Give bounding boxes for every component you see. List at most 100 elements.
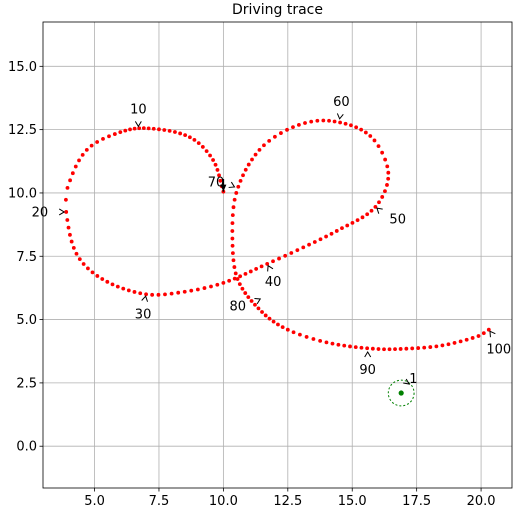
trace-point <box>202 286 207 290</box>
trace-point <box>273 134 277 139</box>
trace-point <box>369 208 374 213</box>
trace-point <box>393 347 397 352</box>
trace-point <box>376 144 381 149</box>
trace-point <box>343 121 348 126</box>
trace-point <box>162 128 167 132</box>
trace-point <box>246 162 251 167</box>
trace-point <box>342 343 347 348</box>
trace-point <box>296 122 301 127</box>
trace-point <box>196 141 201 146</box>
y-tick-label: 2.5 <box>16 376 37 391</box>
trace-point <box>121 286 126 291</box>
trace-point <box>74 251 79 256</box>
trace-point <box>476 334 481 338</box>
trace-point <box>277 256 281 261</box>
trace-point <box>372 138 377 143</box>
trace-point <box>380 195 385 199</box>
trace-point <box>195 287 200 292</box>
trace-point <box>240 286 245 291</box>
trace-point <box>105 279 110 284</box>
trace-point <box>163 292 167 297</box>
trace-point <box>209 284 213 289</box>
trace-point <box>464 337 469 342</box>
trace-point <box>321 118 326 123</box>
trace-point <box>230 229 235 233</box>
trace-point <box>189 288 194 293</box>
trace-point <box>254 267 259 271</box>
trace-point <box>243 167 248 172</box>
annotation-label: 20 <box>32 205 49 220</box>
trace-point <box>327 118 331 123</box>
trace-point <box>383 157 388 162</box>
trace-point <box>173 130 177 134</box>
trace-point <box>332 119 337 124</box>
annotations: 10 20 30 40 50 60 70 80 90 100 1 <box>32 95 511 407</box>
annotation-arrow <box>376 207 383 214</box>
trace-point <box>452 341 457 345</box>
trace-point <box>301 245 306 250</box>
trace-point <box>227 278 232 283</box>
trace-point <box>101 136 105 141</box>
axes: 5.0 7.5 10.0 12.5 15.0 17.5 20.00.02.55.07.510… <box>8 21 513 509</box>
trace-point <box>232 276 237 281</box>
trace-point <box>249 299 254 303</box>
trace-point <box>66 225 71 230</box>
trace-point <box>132 126 137 131</box>
trace-point <box>295 248 300 253</box>
trace-point <box>262 143 266 148</box>
y-tick-label: 15.0 <box>8 60 37 75</box>
trace-point <box>298 332 302 337</box>
trace-point <box>100 277 105 281</box>
annotation-label: 30 <box>135 307 152 322</box>
trace-point <box>291 330 296 335</box>
trace-point <box>248 269 253 274</box>
trace-point <box>231 205 236 210</box>
trace-point <box>253 302 257 307</box>
trace-point <box>404 346 409 351</box>
trace-point <box>280 325 285 330</box>
trace-point <box>446 342 451 347</box>
trace <box>64 118 491 352</box>
trace-point <box>243 291 248 295</box>
trace-point <box>183 133 188 138</box>
trace-point <box>204 149 209 153</box>
trace-point <box>169 291 174 296</box>
trace-point <box>263 313 268 318</box>
x-tick-label: 7.5 <box>149 494 170 509</box>
trace-point <box>84 147 89 152</box>
trace-point <box>230 243 235 248</box>
trace-point <box>237 282 242 286</box>
trace-point <box>368 134 373 138</box>
trace-point <box>70 171 75 176</box>
trace-point <box>353 345 358 350</box>
trace-point <box>230 236 235 241</box>
target-circle <box>387 379 415 407</box>
trace-point <box>257 147 262 152</box>
trace-point <box>285 127 289 132</box>
annotation-label: 80 <box>229 300 246 315</box>
trace-point <box>232 265 237 269</box>
trace-point <box>192 137 197 142</box>
annotation-label: 10 <box>130 102 147 117</box>
trace-point <box>276 322 280 327</box>
annotation-label: 40 <box>265 275 282 290</box>
plot-frame <box>42 21 513 489</box>
trace-point <box>365 212 370 217</box>
trace-point <box>211 158 215 162</box>
x-tick-label: 15.0 <box>338 494 367 509</box>
y-tick-label: 5.0 <box>16 313 37 328</box>
annotation-label: 90 <box>359 363 376 378</box>
trace-point <box>330 341 335 346</box>
trace-point <box>112 132 117 136</box>
trace-point <box>217 173 221 178</box>
trace-point <box>350 220 355 225</box>
trace-point <box>283 253 288 258</box>
trace-point <box>230 213 235 218</box>
trace-point <box>336 342 341 347</box>
trace-point <box>200 145 205 149</box>
trace-point <box>311 337 316 341</box>
trace-point <box>365 346 370 351</box>
trace-point <box>256 306 261 311</box>
